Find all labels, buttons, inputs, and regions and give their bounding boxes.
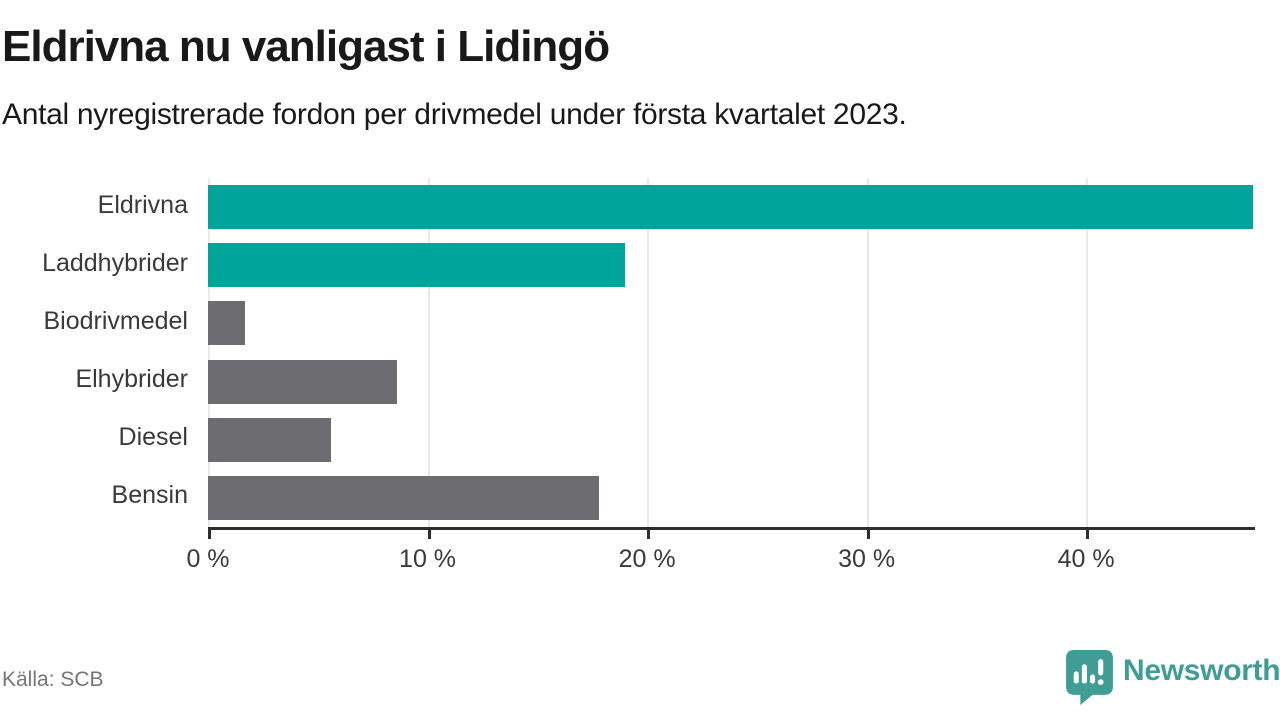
source-label: Källa: SCB (2, 668, 104, 691)
category-label-biodrivmedel: Biodrivmedel (43, 306, 188, 335)
x-tick (427, 530, 431, 539)
bar-elhybrider (208, 359, 397, 404)
newsworthy-speech-bubble-icon (1066, 650, 1113, 705)
bar-diesel (208, 417, 331, 462)
x-tick (1086, 530, 1090, 539)
gridline (647, 178, 650, 527)
category-label-eldrivna: Eldrivna (97, 190, 188, 219)
bar-laddhybrider (208, 243, 626, 288)
x-tick-label: 40 % (1057, 545, 1115, 573)
gridline (208, 178, 210, 527)
newsworthy-logo: Newsworthy (1066, 650, 1280, 708)
chart-subtitle: Antal nyregistrerade fordon per drivmede… (2, 98, 907, 131)
x-tick (208, 530, 211, 539)
gridline (427, 178, 430, 527)
x-tick-label: 0 % (186, 545, 230, 573)
category-label-bensin: Bensin (111, 481, 188, 510)
bar-biodrivmedel (208, 301, 246, 346)
y-axis-labels: Eldrivna Laddhybrider Biodrivmedel Elhybrid… (0, 178, 188, 527)
x-tick-label: 30 % (838, 545, 896, 573)
newsworthy-wordmark: Newsworthy (1123, 654, 1280, 687)
category-label-diesel: Diesel (118, 423, 188, 452)
x-tick (866, 530, 870, 539)
gridline (866, 178, 869, 527)
chart-title: Eldrivna nu vanligast i Lidingö (2, 22, 610, 71)
category-label-laddhybrider: Laddhybrider (42, 248, 188, 277)
category-label-elhybrider: Elhybrider (75, 365, 188, 394)
bar-bensin (208, 475, 599, 520)
gridline (1086, 178, 1089, 527)
x-tick-label: 10 % (399, 545, 457, 573)
bar-eldrivna (208, 185, 1253, 230)
x-tick-label: 20 % (618, 545, 676, 573)
x-axis-tick-labels: 0 % 10 % 20 % 30 % 40 % (186, 545, 1253, 576)
plot-area (208, 178, 1253, 527)
x-axis-line (208, 527, 1255, 530)
x-tick (647, 530, 651, 539)
x-axis-ticks (208, 530, 1253, 540)
